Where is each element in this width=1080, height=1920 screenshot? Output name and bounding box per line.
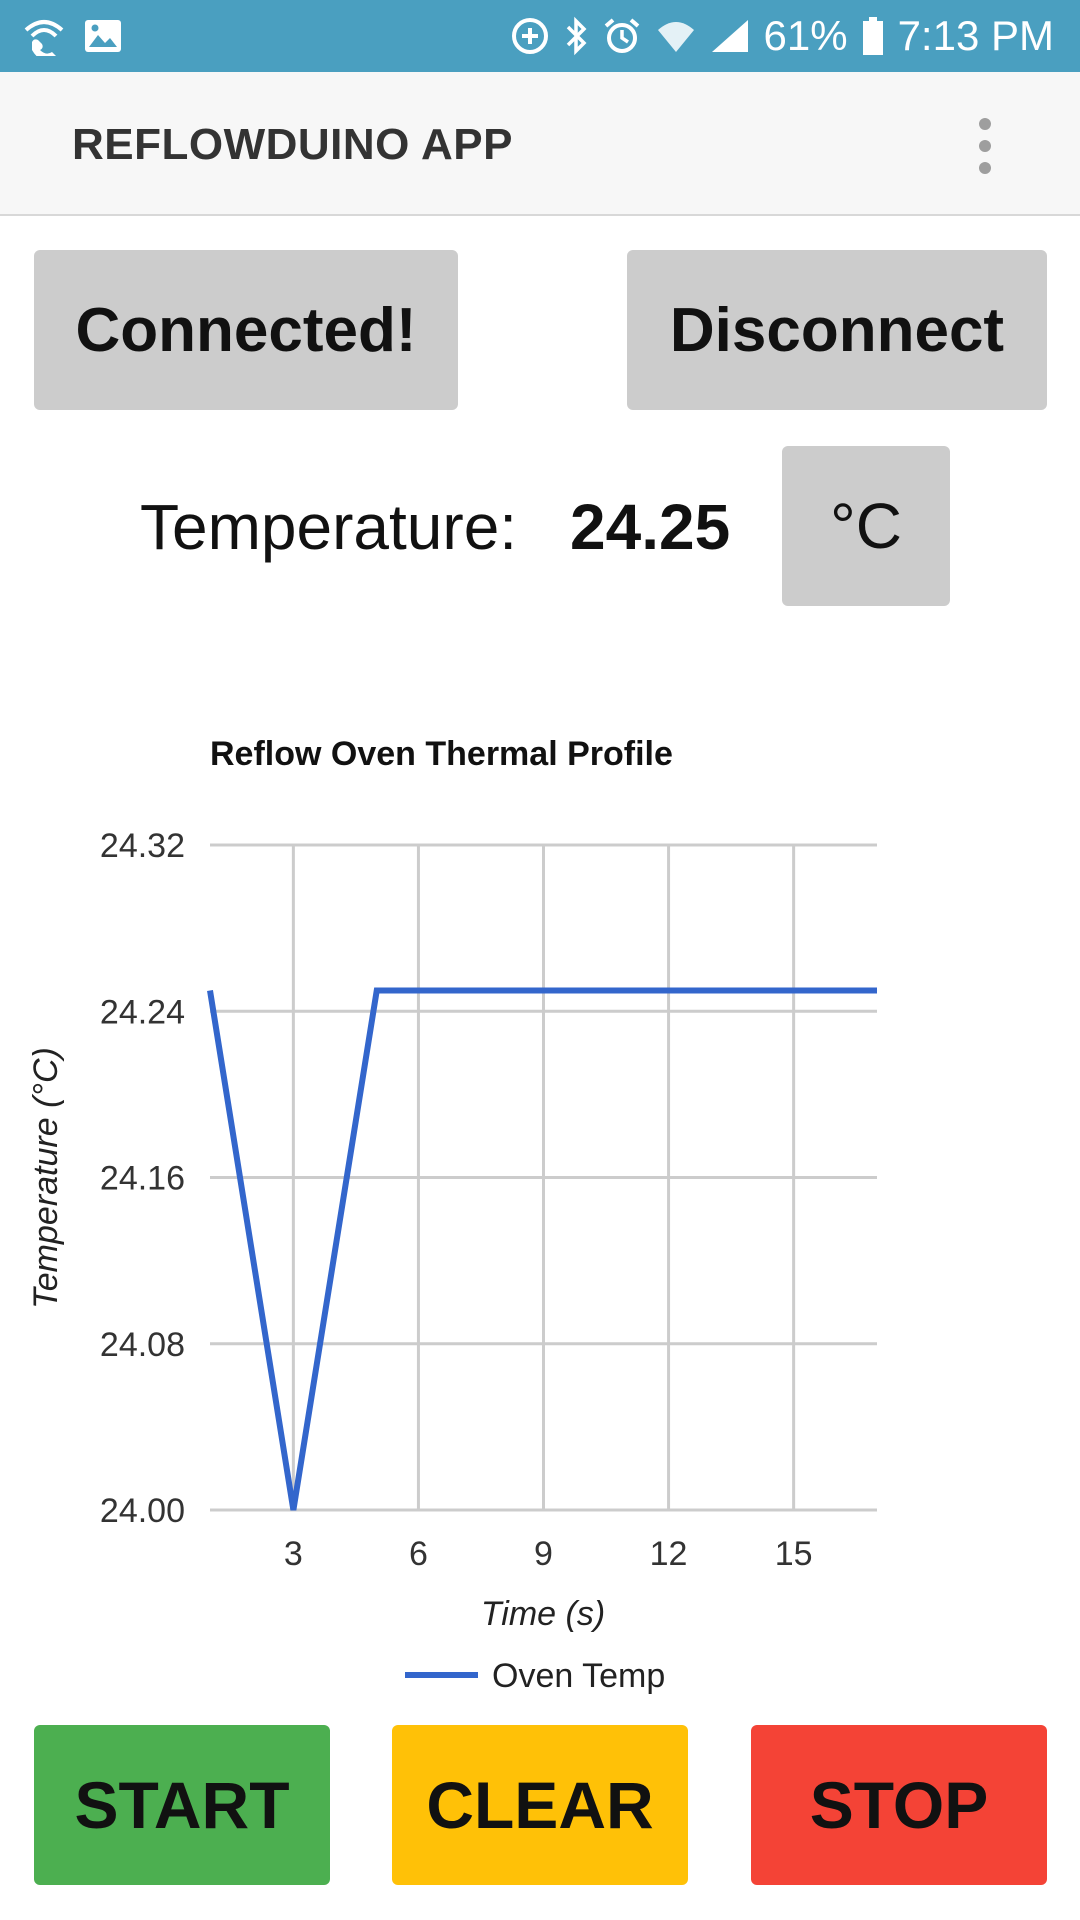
battery-percent: 61% — [763, 12, 848, 59]
legend-label: Oven Temp — [492, 1657, 665, 1695]
disconnect-button[interactable]: Disconnect — [627, 250, 1047, 410]
chart-title: Reflow Oven Thermal Profile — [210, 735, 673, 773]
series-line-oven-temp — [207, 987, 877, 1511]
chart-legend: Oven Temp — [405, 1657, 665, 1695]
x-tick-label: 15 — [775, 1535, 813, 1573]
overflow-menu-icon[interactable] — [970, 118, 1000, 174]
y-tick-label: 24.16 — [100, 1160, 185, 1198]
y-axis-label: Temperature (°C) — [27, 1047, 65, 1309]
temperature-value: 24.25 — [570, 491, 731, 563]
y-tick-label: 24.24 — [100, 993, 185, 1031]
y-tick-label: 24.00 — [100, 1492, 185, 1530]
start-button[interactable]: START — [34, 1725, 330, 1885]
status-bar: 61% 7:13 PM — [0, 0, 1080, 72]
x-tick-label: 12 — [650, 1535, 688, 1573]
x-tick-label: 6 — [409, 1535, 428, 1573]
x-axis-label: Time (s) — [481, 1595, 605, 1633]
alarm-icon — [602, 16, 642, 56]
wifi-call-icon — [22, 16, 66, 56]
wifi-icon — [656, 18, 696, 54]
app-title: REFLOWDUINO APP — [72, 120, 513, 169]
y-tick-label: 24.32 — [100, 827, 185, 865]
image-icon — [84, 19, 122, 53]
thermal-profile-chart: 24.32 24.24 24.16 24.08 24.00 3 6 9 12 15 Reflow … — [27, 735, 878, 1695]
app-bar: REFLOWDUINO APP — [0, 72, 1080, 216]
battery-icon — [862, 16, 884, 56]
connect-button[interactable]: Connected! — [34, 250, 458, 410]
x-tick-label: 3 — [284, 1535, 303, 1573]
data-saver-icon — [510, 16, 550, 56]
bluetooth-icon — [564, 16, 588, 56]
clock: 7:13 PM — [897, 12, 1054, 59]
x-tick-label: 9 — [534, 1535, 553, 1573]
unit-toggle-button[interactable]: °C — [782, 446, 950, 606]
signal-icon — [710, 18, 750, 54]
y-tick-label: 24.08 — [100, 1326, 185, 1364]
clear-button[interactable]: CLEAR — [392, 1725, 688, 1885]
temperature-label: Temperature: — [140, 491, 518, 563]
stop-button[interactable]: STOP — [751, 1725, 1047, 1885]
